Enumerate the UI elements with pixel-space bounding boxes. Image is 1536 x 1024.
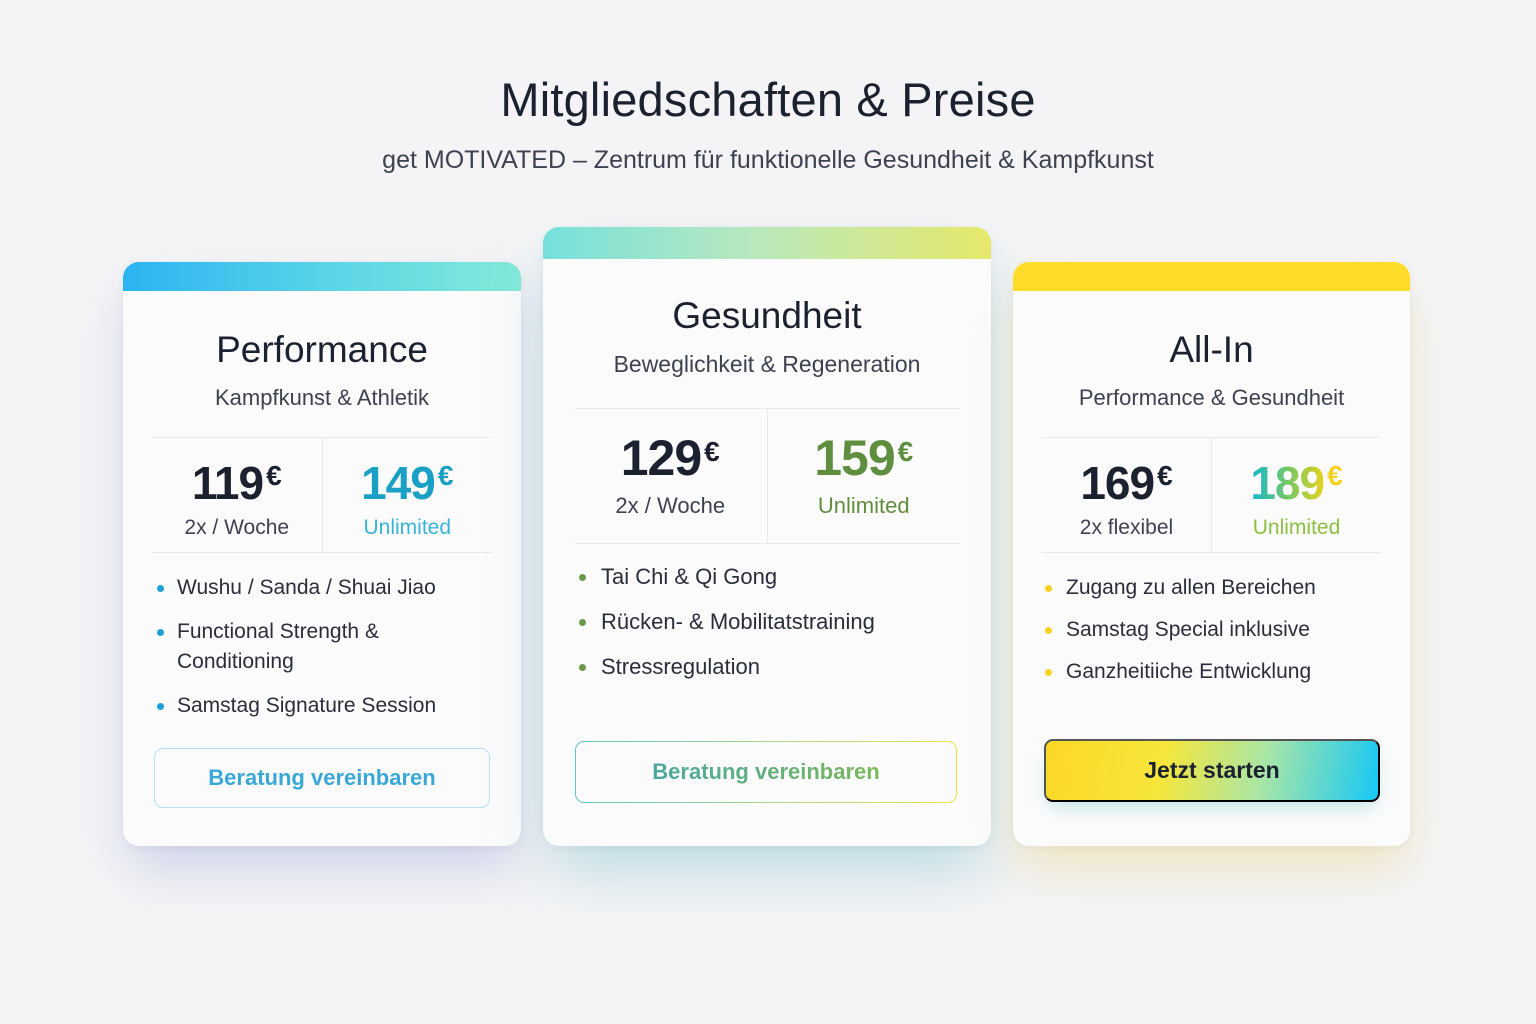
price-row: 129 € 2x / Woche 159 € Unlimited — [574, 408, 960, 544]
price-option-2x-week: 129 € 2x / Woche — [574, 409, 767, 543]
price-label: Unlimited — [817, 493, 910, 518]
feature-item: Ganzheitiiche Entwicklung — [1045, 657, 1380, 687]
bullet-icon — [579, 664, 586, 671]
price-value: 159 € — [768, 429, 961, 487]
euro-icon: € — [1157, 460, 1173, 491]
plan-tagline: Performance & Gesundheit — [1078, 385, 1345, 410]
euro-icon: € — [897, 436, 914, 467]
price-value: 129 € — [574, 429, 767, 487]
feature-item: Samstag Signature Session — [157, 691, 491, 721]
price-value: 189 € — [1212, 456, 1381, 510]
feature-item: Zugang zu allen Bereichen — [1045, 573, 1380, 603]
card-accent-bar — [543, 227, 991, 259]
plan-name: All-In — [1169, 329, 1254, 370]
card-accent-bar — [1013, 262, 1410, 291]
page-title: Mitgliedschaften & Preise — [500, 73, 1036, 126]
feature-item: Tai Chi & Qi Gong — [579, 562, 961, 592]
page-subtitle: get MOTIVATED – Zentrum für funktionelle… — [382, 146, 1154, 174]
feature-item: Stressregulation — [579, 652, 961, 682]
feature-item: Functional Strength & Conditioning — [157, 617, 417, 677]
plan-tagline: Beweglichkeit & Regeneration — [613, 351, 921, 377]
feature-list: Tai Chi & Qi Gong Rücken- & Mobilitatstr… — [579, 562, 961, 682]
feature-list: Zugang zu allen Bereichen Samstag Specia… — [1045, 573, 1380, 687]
bullet-icon — [157, 703, 164, 710]
euro-icon: € — [704, 436, 720, 467]
price-option-unlimited: 159 € Unlimited — [766, 409, 961, 543]
get-started-button[interactable]: Jetzt starten — [1044, 739, 1380, 802]
card-accent-bar — [123, 262, 521, 291]
price-amount: 169 — [1080, 457, 1155, 509]
price-option-2x-flexible: 169 € 2x flexibel — [1042, 438, 1211, 552]
price-option-unlimited: 189 € Unlimited — [1211, 438, 1381, 552]
bullet-icon — [1045, 627, 1052, 634]
bullet-icon — [1045, 585, 1052, 592]
price-row: 169 € 2x flexibel 189 € Unlimited — [1042, 437, 1381, 553]
plan-name: Gesundheit — [672, 295, 862, 336]
price-option-unlimited: 149 € Unlimited — [321, 438, 493, 552]
price-label: 2x flexibel — [1079, 516, 1174, 539]
price-amount: 159 — [814, 430, 895, 486]
bullet-icon — [1045, 669, 1052, 676]
plan-card-all-in: All-In Performance & Gesundheit 169 € 2x … — [1013, 262, 1410, 846]
bullet-icon — [157, 629, 164, 636]
price-row: 119 € 2x / Woche 149 € Unlimited — [152, 437, 492, 553]
plan-card-gesundheit: Gesundheit Beweglichkeit & Regeneration … — [543, 227, 991, 846]
price-label: Unlimited — [1252, 516, 1341, 539]
price-value: 119 € — [152, 456, 322, 510]
feature-item: Samstag Special inklusive — [1045, 615, 1380, 645]
price-value: 149 € — [323, 456, 493, 510]
price-label: 2x / Woche — [615, 493, 726, 518]
bullet-icon — [579, 574, 586, 581]
price-amount: 189 — [1250, 457, 1325, 509]
bullet-icon — [579, 619, 586, 626]
plan-name: Performance — [216, 329, 428, 370]
price-label: 2x / Woche — [184, 516, 290, 539]
price-value: 169 € — [1042, 456, 1211, 510]
price-amount: 129 — [620, 430, 702, 486]
feature-list: Wushu / Sanda / Shuai Jiao Functional St… — [157, 573, 491, 721]
price-amount: 149 — [361, 457, 436, 509]
feature-item: Rücken- & Mobilitatstraining — [579, 607, 961, 637]
price-option-2x-week: 119 € 2x / Woche — [152, 438, 322, 552]
euro-icon: € — [1327, 460, 1343, 491]
price-label: Unlimited — [363, 516, 452, 539]
bullet-icon — [157, 585, 164, 592]
plan-tagline: Kampfkunst & Athletik — [215, 385, 429, 410]
euro-icon: € — [266, 460, 282, 491]
book-consultation-button[interactable]: Beratung vereinbaren — [154, 748, 490, 808]
price-amount: 119 — [191, 457, 264, 509]
euro-icon: € — [437, 460, 454, 491]
feature-item: Wushu / Sanda / Shuai Jiao — [157, 573, 491, 603]
plan-card-performance: Performance Kampfkunst & Athletik 119 € 2… — [123, 262, 521, 846]
book-consultation-button[interactable]: Beratung vereinbaren — [575, 741, 957, 803]
